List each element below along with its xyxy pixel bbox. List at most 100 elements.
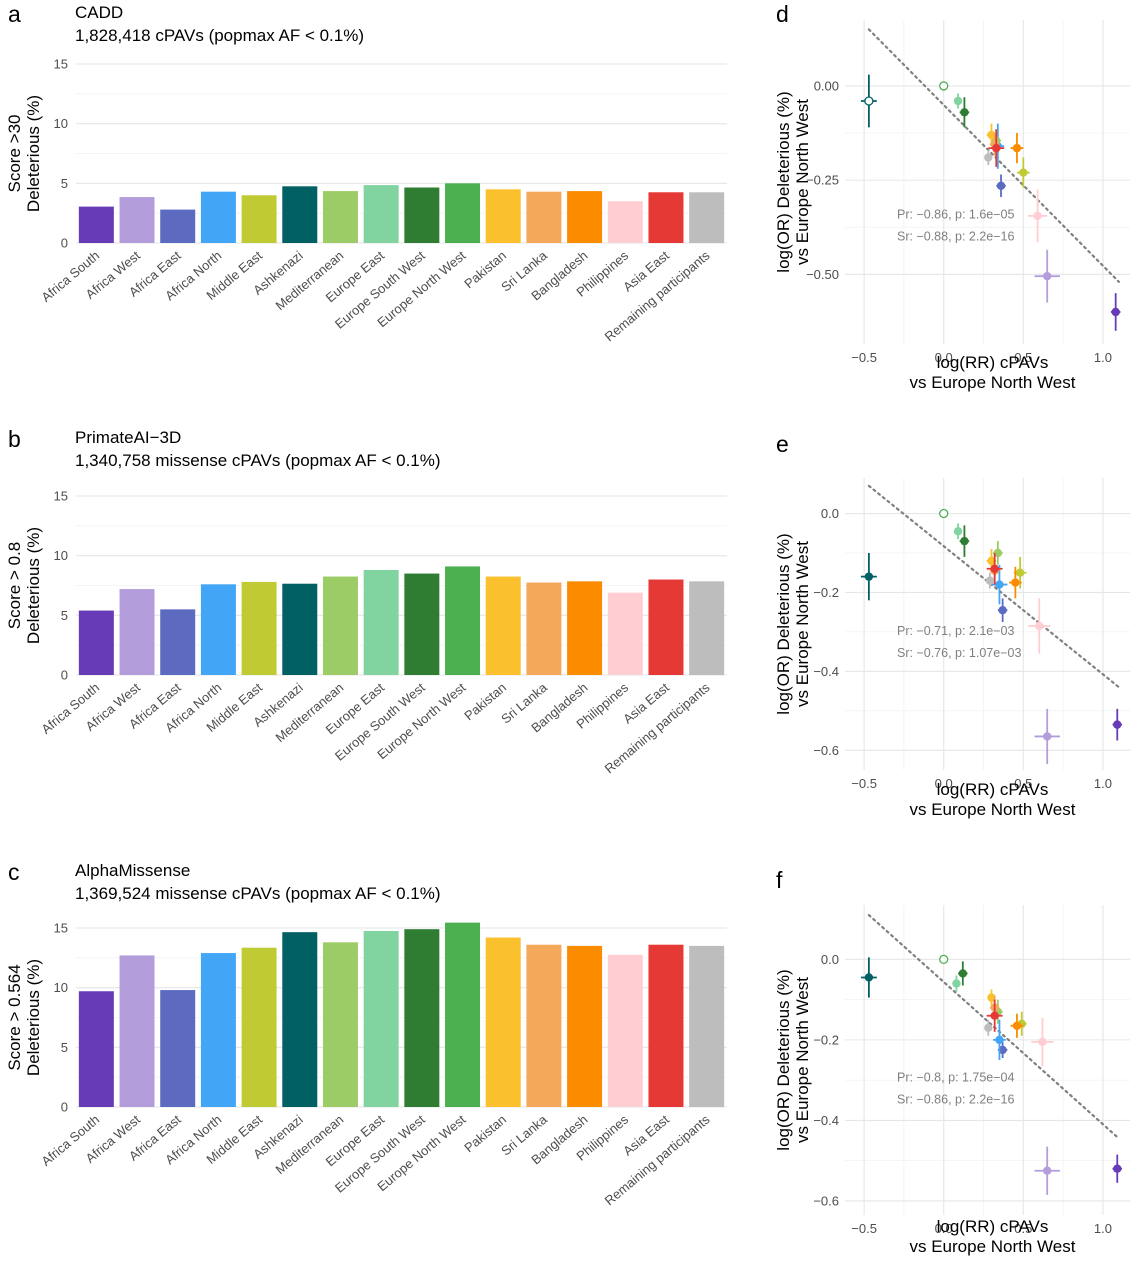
point-africa-west: [1034, 249, 1060, 303]
data-point: [992, 143, 1001, 153]
data-point: [1043, 271, 1052, 281]
bar-africa-west: [119, 197, 155, 243]
bar-africa-east: [160, 609, 196, 675]
chart-subtitle: 1,828,418 cPAVs (popmax AF < 0.1%): [75, 26, 364, 45]
x-tick-label: −0.5: [851, 1221, 877, 1236]
data-point: [990, 1011, 999, 1020]
bar-pakistan: [485, 937, 521, 1107]
bar-asia-east: [648, 192, 684, 243]
point-africa-south: [1110, 293, 1121, 331]
y-axis-label: Deleterious (%): [24, 95, 43, 212]
y-tick-label: −0.4: [813, 1113, 839, 1128]
x-axis-label: vs Europe North West: [910, 373, 1076, 392]
bar-remaining-participants: [689, 581, 725, 675]
bar-mediterranean: [322, 191, 358, 243]
data-point: [1033, 211, 1042, 221]
x-tick-label: −0.5: [851, 350, 877, 365]
data-point: [1035, 621, 1044, 631]
y-tick-label: −0.6: [813, 1193, 839, 1208]
point-philippines: [1028, 189, 1048, 243]
point-asia-east: [988, 129, 1005, 167]
bar-europe-east: [363, 569, 399, 675]
trend-line: [867, 484, 1120, 689]
y-axis-label: Score >30: [5, 115, 24, 193]
bar-pakistan: [485, 576, 521, 675]
data-point: [960, 108, 969, 117]
point-europe-north-west: [939, 81, 949, 91]
bar-europe-east: [363, 930, 399, 1107]
bar-africa-north: [200, 584, 236, 675]
data-point: [990, 564, 999, 573]
x-axis-label: log(RR) cPAVs: [937, 780, 1049, 799]
y-tick-label: −0.2: [813, 1032, 839, 1047]
y-tick-label: 5: [61, 176, 68, 191]
point-asia-east: [986, 999, 1003, 1032]
bar-europe-east: [363, 185, 399, 243]
point-philippines: [1031, 1017, 1054, 1067]
chart-subtitle: 1,369,524 missense cPAVs (popmax AF < 0.…: [75, 884, 441, 903]
x-tick-label: 1.0: [1094, 776, 1112, 791]
data-point: [1111, 307, 1120, 317]
point-ashkenazi: [860, 957, 877, 998]
y-tick-label: 10: [54, 116, 68, 131]
data-point: [1043, 732, 1052, 741]
bar-africa-west: [119, 955, 155, 1107]
point-remaining-participants: [984, 1019, 993, 1036]
y-axis-label: Score > 0.564: [5, 964, 24, 1070]
panel-e-scatter-chart: e −0.5 0.0 0.5 1.0 0.0 −0.2 −0.4 −0.6 log(RR) cPA…: [774, 431, 1130, 819]
y-tick-label: −0.50: [806, 267, 839, 282]
y-tick-label: 0.0: [821, 506, 839, 521]
bar-europe-south-west: [404, 187, 440, 243]
point-asia-east: [986, 552, 1003, 585]
bar-pakistan: [485, 189, 521, 243]
point-africa-south: [1112, 1154, 1123, 1183]
y-axis-label: log(OR) Deleterious (%): [774, 91, 793, 272]
x-tick-label: 0.0: [935, 1221, 953, 1236]
data-point: [864, 973, 874, 982]
point-pakistan: [987, 989, 996, 1006]
panel-d-scatter-chart: d −0.5 0.0 0.5 1.0 0.00 −0.25 −0.50 log(RR) cPAV…: [774, 1, 1130, 392]
point-africa-east: [996, 174, 1006, 198]
bar-europe-south-west: [404, 929, 440, 1107]
bar-remaining-participants: [689, 192, 725, 243]
point-ashkenazi: [860, 552, 877, 601]
point-bangladesh: [1010, 1013, 1024, 1038]
y-tick-label: 15: [54, 921, 68, 936]
bar-europe-north-west: [445, 566, 481, 675]
bar-middle-east: [241, 195, 277, 243]
chart-title: CADD: [75, 3, 123, 22]
panel-letter: b: [8, 426, 21, 452]
chart-title: PrimateAI−3D: [75, 428, 181, 447]
x-tick-label: 0.0: [935, 350, 953, 365]
bar-asia-east: [648, 579, 684, 675]
y-tick-label: −0.4: [813, 664, 839, 679]
bar-bangladesh: [567, 191, 603, 243]
x-tick-label: 0.5: [1014, 776, 1032, 791]
data-point: [996, 181, 1006, 190]
bar-philippines: [607, 592, 643, 675]
spearman-stat: Sr: −0.86, p: 2.2e−16: [897, 1092, 1014, 1106]
data-point: [864, 96, 874, 106]
data-point: [960, 536, 969, 546]
y-tick-label: 5: [61, 1040, 68, 1055]
y-tick-label: −0.25: [806, 173, 839, 188]
point-bangladesh: [1008, 566, 1022, 599]
x-tick-label: 0.5: [1014, 350, 1032, 365]
bar-africa-east: [160, 990, 196, 1107]
y-axis-label: Deleterious (%): [24, 959, 43, 1076]
chart-subtitle: 1,340,758 missense cPAVs (popmax AF < 0.…: [75, 451, 441, 470]
bar-africa-south: [78, 206, 114, 243]
bar-philippines: [607, 201, 643, 243]
bar-middle-east: [241, 947, 277, 1107]
chart-title: AlphaMissense: [75, 861, 190, 880]
data-point: [953, 96, 963, 106]
y-tick-label: −0.2: [813, 585, 839, 600]
x-tick-label: 1.0: [1094, 1221, 1112, 1236]
y-tick-label: 5: [61, 608, 68, 623]
data-point: [958, 969, 968, 978]
bar-sri-lanka: [526, 191, 562, 243]
x-tick-label: 1.0: [1094, 350, 1112, 365]
pearson-stat: Pr: −0.8, p: 1.75e−04: [897, 1070, 1014, 1084]
bar-sri-lanka: [526, 582, 562, 675]
